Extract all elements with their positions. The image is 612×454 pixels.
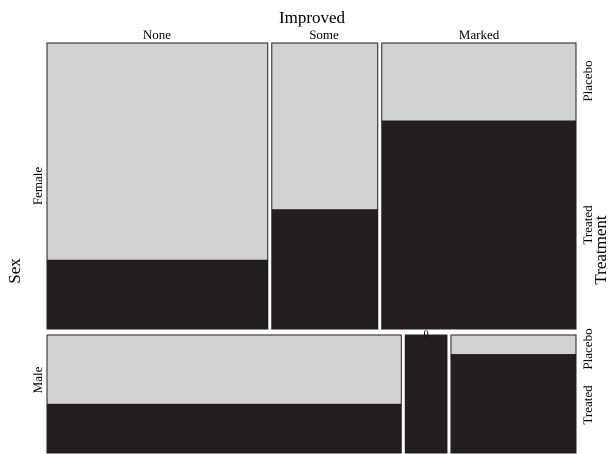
male-placebo-label: Placebo [580, 328, 595, 369]
row-label-male: Male [30, 366, 45, 393]
female-treated-label: Treated [580, 205, 595, 245]
col-label-none: None [143, 27, 171, 42]
col-label-some: Some [309, 27, 339, 42]
female-none-placebo-tile [46, 42, 269, 261]
male-none-treated-tile [46, 403, 402, 454]
mosaic-tiles [46, 42, 577, 454]
female-some-placebo-tile [271, 42, 379, 211]
female-some-treated-tile [271, 209, 379, 330]
male-marked-placebo-tile [450, 334, 577, 356]
female-marked-placebo-tile [381, 42, 577, 122]
female-marked-treated-tile [381, 120, 577, 330]
male-none-placebo-tile [46, 334, 402, 405]
female-none-treated-tile [46, 259, 269, 330]
x-axis-title: Improved [279, 8, 346, 27]
col-label-marked: Marked [459, 27, 500, 42]
zero-cell-label: 0 [424, 329, 429, 340]
row-label-female: Female [30, 167, 45, 205]
male-treated-label: Treated [580, 385, 595, 425]
female-placebo-label: Placebo [580, 60, 595, 101]
male-some-treated-tile [404, 334, 448, 454]
y-axis-title: Sex [5, 258, 24, 284]
treatment-axis-title: Treatment [591, 215, 610, 285]
male-marked-treated-tile [450, 354, 577, 454]
